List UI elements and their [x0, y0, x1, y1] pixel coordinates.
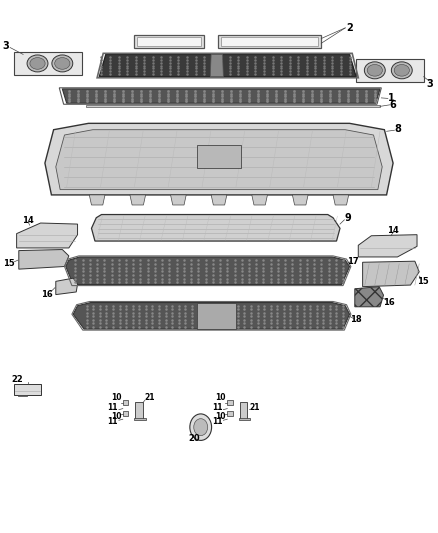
Polygon shape [14, 384, 42, 395]
Polygon shape [170, 195, 186, 205]
Text: 14: 14 [387, 226, 399, 235]
Polygon shape [356, 59, 424, 82]
Ellipse shape [394, 64, 410, 76]
Polygon shape [240, 402, 247, 419]
Text: 17: 17 [347, 257, 359, 265]
Text: 10: 10 [215, 393, 226, 402]
Text: 3: 3 [2, 42, 9, 52]
Polygon shape [358, 235, 417, 257]
Polygon shape [137, 37, 201, 46]
Ellipse shape [391, 62, 412, 79]
Text: 16: 16 [41, 289, 53, 298]
Polygon shape [211, 195, 227, 205]
Text: 6: 6 [390, 100, 396, 110]
Text: 11: 11 [108, 417, 118, 426]
Polygon shape [73, 303, 350, 329]
Polygon shape [135, 402, 143, 419]
Text: 11: 11 [108, 403, 118, 412]
Polygon shape [17, 223, 78, 248]
Polygon shape [56, 130, 382, 190]
Polygon shape [62, 89, 380, 103]
Polygon shape [92, 215, 340, 241]
Text: 10: 10 [215, 411, 226, 421]
Text: 15: 15 [417, 277, 428, 286]
Polygon shape [86, 105, 380, 108]
Polygon shape [227, 400, 233, 406]
Ellipse shape [30, 58, 45, 69]
Text: 10: 10 [111, 393, 121, 402]
Ellipse shape [27, 55, 48, 72]
Text: 2: 2 [346, 23, 353, 33]
Polygon shape [221, 37, 318, 46]
Ellipse shape [52, 55, 73, 72]
Polygon shape [134, 418, 146, 420]
Polygon shape [210, 54, 223, 77]
Ellipse shape [55, 58, 70, 69]
Polygon shape [252, 195, 268, 205]
Polygon shape [197, 144, 241, 168]
Polygon shape [197, 303, 237, 329]
Polygon shape [123, 411, 128, 416]
Circle shape [194, 419, 208, 435]
Ellipse shape [367, 64, 382, 76]
Text: 20: 20 [189, 434, 201, 443]
Polygon shape [333, 195, 349, 205]
Text: 22: 22 [11, 375, 23, 384]
Text: 15: 15 [4, 259, 15, 268]
Polygon shape [293, 195, 308, 205]
Text: 11: 11 [212, 403, 223, 412]
Polygon shape [123, 400, 128, 406]
Polygon shape [89, 195, 105, 205]
Polygon shape [45, 123, 393, 195]
Circle shape [190, 414, 212, 440]
Text: 18: 18 [350, 315, 362, 324]
Text: 16: 16 [383, 298, 395, 307]
Polygon shape [130, 195, 145, 205]
Polygon shape [18, 395, 27, 396]
Polygon shape [14, 52, 82, 75]
Ellipse shape [364, 62, 385, 79]
Text: 8: 8 [394, 124, 401, 134]
Polygon shape [218, 35, 321, 48]
Polygon shape [56, 278, 78, 295]
Polygon shape [99, 54, 356, 77]
Polygon shape [19, 249, 69, 269]
Text: 1: 1 [388, 93, 394, 103]
Polygon shape [239, 418, 251, 420]
Text: 14: 14 [22, 216, 34, 225]
Text: 3: 3 [427, 78, 434, 88]
Polygon shape [227, 411, 233, 416]
Polygon shape [134, 35, 204, 48]
Text: 9: 9 [344, 213, 351, 223]
Text: 11: 11 [212, 417, 223, 426]
Polygon shape [363, 261, 419, 287]
Polygon shape [66, 257, 350, 285]
Polygon shape [355, 287, 384, 307]
Text: 10: 10 [111, 411, 121, 421]
Text: 21: 21 [249, 402, 260, 411]
Text: 21: 21 [144, 393, 155, 402]
